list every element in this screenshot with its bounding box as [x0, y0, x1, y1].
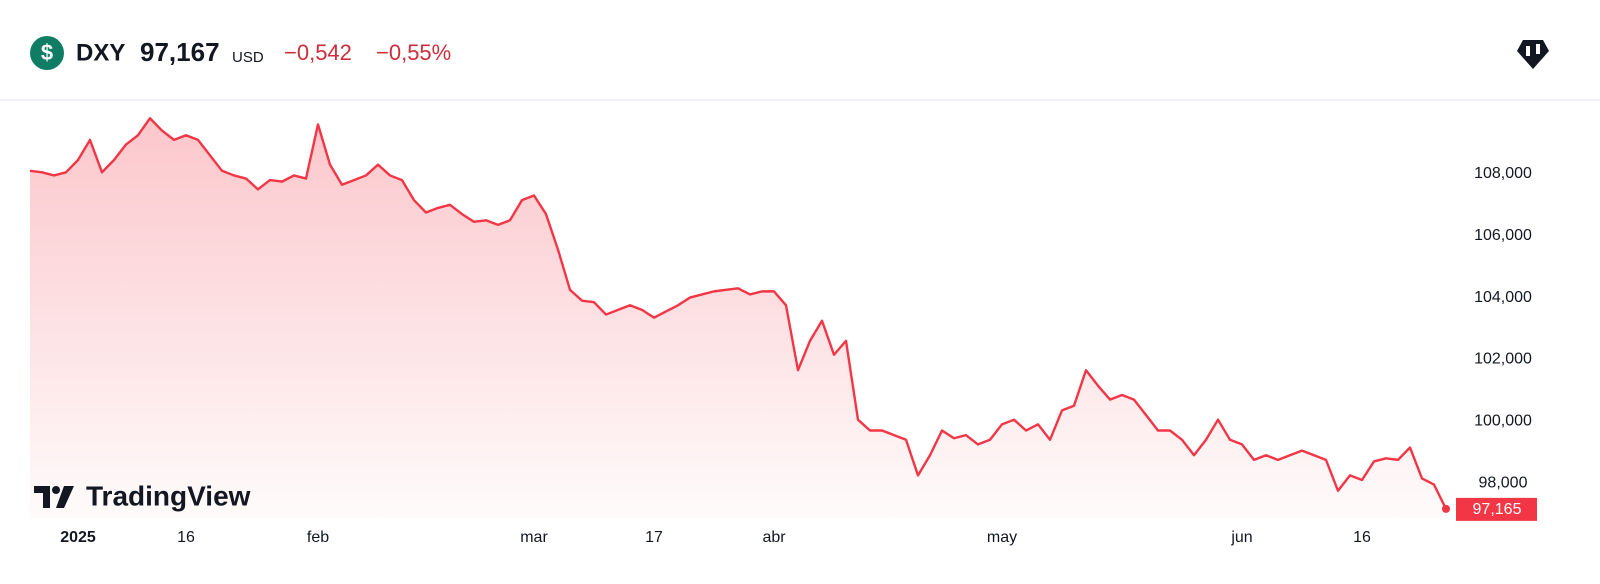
- price-line: [29, 117, 1448, 510]
- symbol: DXY: [76, 39, 125, 66]
- last-price-label: 97,165: [1473, 501, 1522, 518]
- y-tick-label: 102,000: [1474, 351, 1532, 368]
- plot: 98,000 100,000 102,000 104,000 106,000 108,00…: [29, 117, 1537, 546]
- x-tick-label: jun: [1230, 529, 1252, 546]
- area-fill: [30, 118, 1446, 519]
- x-tick-label: feb: [307, 529, 329, 546]
- change: −0,542: [284, 40, 352, 65]
- y-tick-label: 108,000: [1474, 165, 1532, 182]
- change-percent: −0,55%: [376, 40, 451, 65]
- x-tick-label: mar: [520, 529, 548, 546]
- x-tick-label: abr: [762, 529, 786, 546]
- x-tick-label: 2025: [60, 529, 96, 546]
- x-tick-label: 16: [177, 529, 195, 546]
- y-tick-label: 98,000: [1479, 474, 1528, 491]
- x-tick-label: may: [987, 529, 1017, 546]
- currency-icon: [30, 36, 64, 70]
- x-tick-label: 16: [1353, 529, 1371, 546]
- last-price-box: [1456, 497, 1537, 521]
- watermark-logo: [34, 486, 74, 508]
- chart-type-button[interactable]: [1517, 40, 1549, 69]
- y-tick-label: 106,000: [1474, 227, 1532, 244]
- x-tick-label: 17: [645, 529, 663, 546]
- last-point: [1442, 504, 1450, 513]
- price: 97,167: [140, 37, 220, 67]
- y-tick-label: 104,000: [1474, 289, 1532, 306]
- watermark: TradingView: [86, 480, 251, 511]
- currency: USD: [232, 49, 264, 66]
- y-tick-label: 100,000: [1474, 412, 1532, 429]
- currency-icon-glyph: $: [41, 40, 53, 65]
